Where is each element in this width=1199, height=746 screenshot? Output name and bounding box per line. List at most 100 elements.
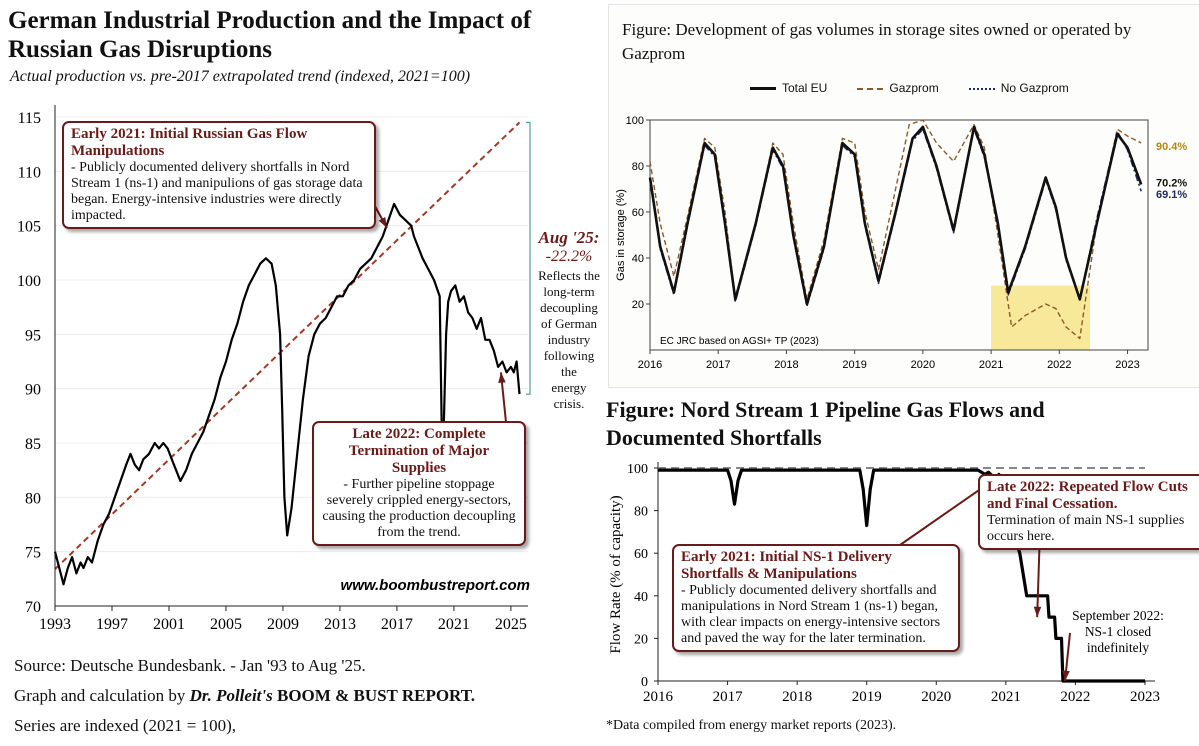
x-tick-label: 2021 [991, 689, 1021, 705]
credit-prefix: Graph and calculation by [14, 686, 190, 705]
annotation-early-2021: Early 2021: Initial Russian Gas Flow Man… [62, 121, 376, 229]
side-note: Aug '25: -22.2% Reflects the long-term dec… [536, 228, 602, 412]
x-tick-label: 2017 [706, 359, 730, 371]
annotation-arrowhead [378, 216, 387, 228]
annotation-late-2022: Late 2022: Complete Termination of Major… [312, 421, 526, 546]
x-tick-label: 1993 [39, 616, 71, 633]
y-tick-label: 80 [25, 490, 41, 507]
end-label: 69.1% [1156, 189, 1187, 201]
annotation-arrowhead [1033, 606, 1042, 618]
y-axis-label: Flow Rate (% of capacity) [608, 495, 624, 653]
side-note-line: industry [547, 332, 591, 347]
side-note-line: Reflects the [538, 268, 600, 283]
y-tick-label: 105 [17, 219, 41, 236]
y-tick-label: 110 [18, 164, 41, 181]
watermark: www.boombustreport.com [341, 577, 530, 594]
y-tick-label: 60 [632, 207, 644, 219]
legend-gazprom: Gazprom [857, 81, 939, 95]
legend-swatch [857, 87, 884, 90]
y-tick-label: 75 [25, 545, 41, 562]
x-tick-label: 2013 [324, 616, 356, 633]
legend-swatch [750, 87, 776, 91]
x-tick-label: 2020 [911, 359, 935, 371]
annotation-line: NS-1 closed [1085, 624, 1152, 639]
chart1-plot: 70 75 80 85 90 95 100 105 110 115 1993 1997 2001 2005… [17, 105, 531, 633]
annotation-text: - Publicly documented delivery shortfall… [681, 583, 941, 646]
x-tick-label: 2023 [1130, 689, 1160, 705]
x-tick-label: 2021 [979, 359, 1003, 371]
trend-line [54, 121, 521, 570]
x-tick-label: 2016 [638, 359, 662, 371]
end-label: 90.4% [1156, 141, 1187, 153]
y-tick-label: 70 [25, 599, 41, 616]
side-note-line: of German [541, 316, 597, 331]
x-tick-label: 2001 [153, 616, 185, 633]
legend-label: Gazprom [889, 81, 939, 95]
annotation-line: September 2022: [1072, 608, 1164, 623]
annotation-line: indefinitely [1087, 640, 1149, 655]
chart3-title: Figure: Nord Stream 1 Pipeline Gas Flows… [606, 397, 1045, 450]
credit-suffix: BOOM & BUST REPORT. [272, 686, 476, 705]
credit-author: Dr. Polleit's [189, 686, 273, 705]
y-tick-label: 85 [25, 436, 41, 453]
y-tick-label: 80 [634, 505, 648, 520]
y-tick-label: 40 [632, 253, 644, 265]
x-tick-label: 2025 [495, 616, 527, 633]
y-tick-label: 90 [25, 382, 41, 399]
y-tick-label: 20 [634, 632, 648, 647]
legend-total-eu: Total EU [750, 81, 827, 95]
x-tick-label: 2009 [267, 616, 299, 633]
annotation-early-2021-ns1: Early 2021: Initial NS-1 Delivery Shortf… [672, 544, 960, 652]
plot-frame [649, 119, 1149, 351]
y-tick-label: 100 [17, 273, 41, 290]
annotation-text: - Publicly documented delivery shortfall… [71, 160, 363, 223]
side-note-value: -22.2% [545, 248, 593, 265]
source-line-1: Source: Deutsche Bundesbank. - Jan '93 t… [14, 656, 366, 675]
chart2-legend: Total EU Gazprom No Gazprom [750, 81, 1069, 95]
x-tick-label: 2005 [210, 616, 242, 633]
chart2-panel [608, 4, 1199, 388]
x-tick-label: 2019 [852, 689, 882, 705]
legend-label: No Gazprom [1000, 81, 1069, 95]
source-line-2: Series are indexed (2021 = 100), [14, 716, 237, 735]
y-tick-label: 95 [25, 327, 41, 344]
x-tick-label: 2016 [643, 689, 674, 705]
x-tick-label: 1997 [96, 616, 128, 633]
chart1-title: German Industrial Production and the Imp… [8, 7, 532, 63]
x-tick-label: 2022 [1060, 689, 1090, 705]
x-tick-label: 2018 [782, 689, 812, 705]
x-tick-label: 2020 [921, 689, 951, 705]
y-tick-label: 60 [634, 547, 648, 562]
end-label: 70.2% [1156, 178, 1187, 190]
y-tick-label: 0 [641, 675, 648, 690]
highlight-region [991, 285, 1091, 350]
chart3-footnote: *Data compiled from energy market report… [606, 718, 897, 733]
chart2-credit: EC JRC based on AGSI+ TP (2023) [660, 336, 819, 347]
production-line [53, 202, 521, 586]
annotation-sep-2022: September 2022: NS-1 closed indefinitely [1072, 608, 1164, 655]
annotation-heading: Late 2022: Complete Termination of Major… [348, 426, 490, 476]
side-note-line: energy crisis. [551, 380, 587, 411]
x-tick-label: 2018 [774, 359, 798, 371]
annotation-text: - Further pipeline stoppage severely cri… [322, 477, 516, 540]
x-tick-label: 2022 [1047, 359, 1071, 371]
y-tick-label: 100 [626, 115, 644, 127]
legend-swatch [968, 87, 995, 90]
gap-bracket [526, 121, 531, 395]
x-tick-label: 2021 [438, 616, 470, 633]
credit-line: Graph and calculation by Dr. Polleit's B… [14, 686, 475, 706]
chart2-plot: 20 40 60 80 100 2016 2017 2018 2019 2020 2021 2022 2… [615, 115, 1187, 371]
annotation-late-2022-ns1: Late 2022: Repeated Flow Cuts and Final … [978, 474, 1199, 550]
x-tick-label: 2023 [1115, 359, 1139, 371]
legend-label: Total EU [782, 81, 828, 95]
y-axis-label: Gas in storage (%) [615, 189, 627, 281]
side-note-label: Aug '25: [538, 228, 600, 247]
annotation-text: Termination of main NS-1 supplies occurs… [987, 513, 1185, 544]
annotation-heading: Early 2021: Initial Russian Gas Flow Man… [71, 126, 308, 159]
annotation-arrowhead [1062, 670, 1070, 681]
side-note-line: following the [543, 348, 595, 379]
side-note-line: decoupling [540, 300, 598, 315]
annotation-heading: Late 2022: Repeated Flow Cuts and Final … [987, 479, 1188, 512]
side-note-line: long-term [543, 284, 595, 299]
x-tick-label: 2019 [842, 359, 866, 371]
